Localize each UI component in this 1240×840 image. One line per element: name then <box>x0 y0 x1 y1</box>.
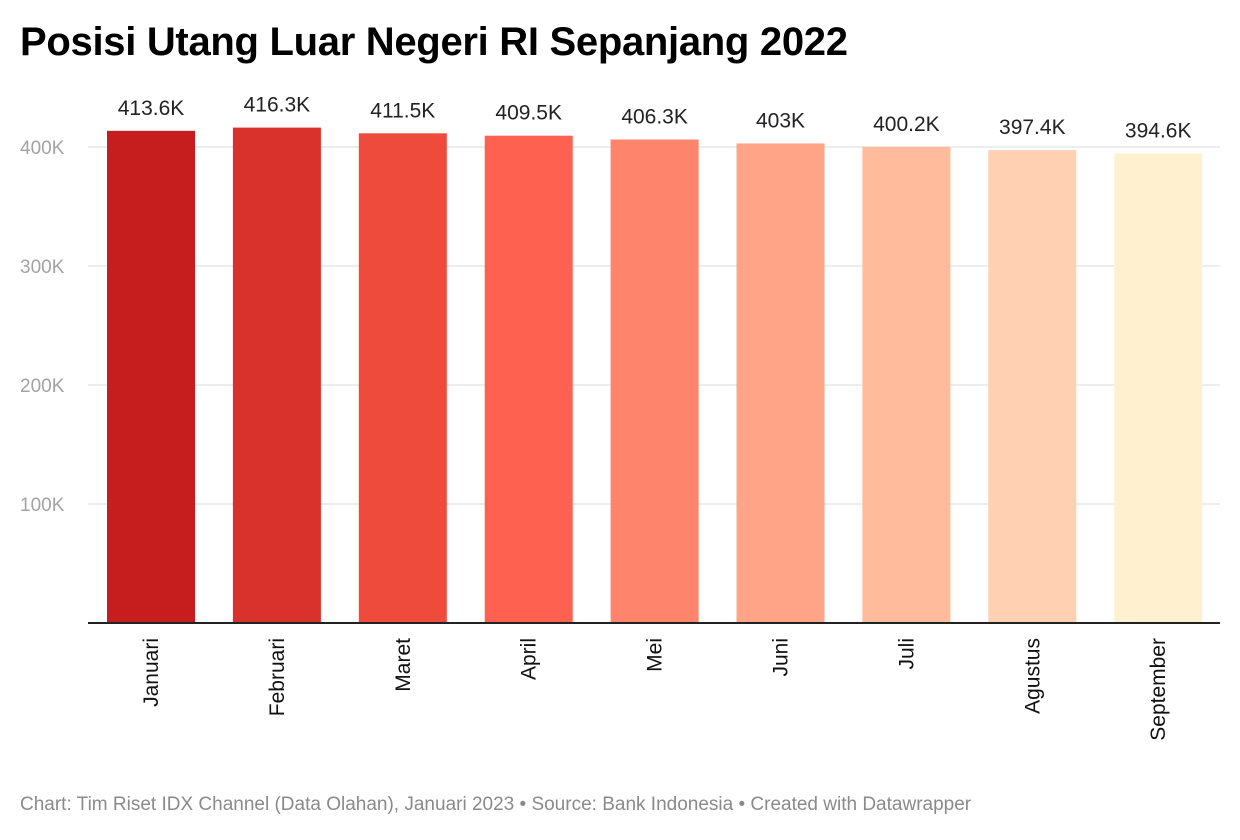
value-label: 416.3K <box>244 94 311 117</box>
value-label: 400.2K <box>873 113 940 136</box>
bar-mei <box>610 139 699 624</box>
chart-title: Posisi Utang Luar Negeri RI Sepanjang 20… <box>20 20 848 64</box>
x-axis-categories: Januari Februari Maret April Mei Juni Juli Agus… <box>140 638 1170 741</box>
chart-footer: Chart: Tim Riset IDX Channel (Data Olaha… <box>20 794 972 815</box>
bar-september <box>1114 153 1203 623</box>
x-tick-label: April <box>518 638 541 680</box>
y-tick-label: 300K <box>20 257 65 278</box>
x-tick-label: Agustus <box>1021 638 1044 714</box>
bar-juni <box>736 143 825 623</box>
bar-agustus <box>988 150 1077 623</box>
value-label: 397.4K <box>999 116 1066 139</box>
value-label: 403K <box>756 109 805 132</box>
x-tick-label: Mei <box>644 638 667 672</box>
value-label: 411.5K <box>370 99 435 122</box>
bar-februari <box>232 127 321 623</box>
x-tick-label: Februari <box>266 638 289 716</box>
bars <box>107 127 1203 624</box>
y-tick-label: 200K <box>20 376 65 397</box>
value-label: 406.3K <box>621 106 688 129</box>
x-tick-label: Januari <box>140 638 163 707</box>
x-tick-label: Maret <box>392 638 415 692</box>
bar-april <box>484 135 573 623</box>
x-tick-label: Juni <box>770 638 793 677</box>
y-axis-ticks: 100K 200K 300K 400K <box>20 138 65 516</box>
y-tick-label: 400K <box>20 138 65 159</box>
bar-juli <box>862 146 951 623</box>
value-label: 394.6K <box>1125 119 1192 142</box>
value-label: 413.6K <box>118 97 185 120</box>
value-label: 409.5K <box>495 102 562 125</box>
y-tick-label: 100K <box>20 495 65 516</box>
value-labels: 413.6K 416.3K 411.5K 409.5K 406.3K 403K 400.2K… <box>118 94 1192 143</box>
x-tick-label: September <box>1147 638 1170 741</box>
x-tick-label: Juli <box>895 638 918 670</box>
bar-maret <box>358 133 447 623</box>
bar-januari <box>107 130 195 624</box>
